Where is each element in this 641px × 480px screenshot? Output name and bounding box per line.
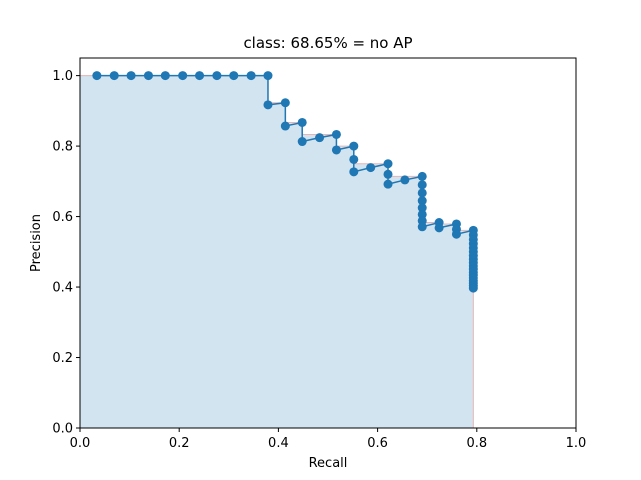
data-point-32 — [417, 209, 427, 219]
x-axis-ticks: 0.0 0.2 0.4 0.6 0.8 1.0 — [70, 428, 587, 451]
data-point-5 — [178, 71, 188, 81]
y-tick-label-5: 1.0 — [52, 69, 73, 84]
data-point-0 — [92, 71, 102, 81]
data-point-12 — [280, 98, 290, 108]
data-point-31 — [417, 203, 427, 213]
plot-border — [79, 57, 577, 429]
data-point-22 — [366, 163, 376, 173]
data-point-6 — [195, 71, 205, 81]
y-tick-label-2: 0.4 — [52, 281, 73, 296]
y-axis-ticks: 0.0 0.2 0.4 0.6 0.8 1.0 — [52, 69, 80, 437]
y-tick-label-1: 0.2 — [52, 351, 73, 366]
data-point-11 — [263, 100, 273, 110]
data-point-18 — [331, 145, 341, 155]
y-axis-label: Precision — [29, 214, 44, 272]
data-point-1 — [109, 71, 119, 81]
x-axis-label: Recall — [309, 456, 348, 471]
data-point-9 — [246, 71, 256, 81]
data-points — [92, 71, 478, 293]
data-point-14 — [297, 117, 307, 127]
data-point-8 — [229, 71, 239, 81]
x-tick-label-5: 1.0 — [566, 436, 587, 451]
y-tick-label-3: 0.6 — [52, 210, 73, 225]
data-point-21 — [349, 167, 359, 177]
y-tick-label-4: 0.8 — [52, 140, 73, 155]
data-point-17 — [331, 129, 341, 139]
data-point-20 — [349, 154, 359, 164]
data-point-29 — [417, 188, 427, 198]
data-point-2 — [126, 71, 136, 81]
data-point-23 — [383, 159, 393, 169]
data-point-57 — [468, 283, 478, 293]
y-tick-label-0: 0.0 — [52, 422, 73, 437]
data-point-16 — [315, 133, 325, 143]
plot-area — [79, 57, 577, 429]
x-tick-label-2: 0.4 — [268, 436, 289, 451]
data-point-34 — [417, 222, 427, 232]
chart-title: class: 68.65% = no AP — [243, 34, 412, 52]
x-tick-label-1: 0.2 — [169, 436, 190, 451]
data-point-27 — [417, 171, 427, 181]
data-point-25 — [383, 179, 393, 189]
data-point-13 — [280, 121, 290, 131]
x-tick-label-4: 0.8 — [466, 436, 487, 451]
data-point-3 — [143, 71, 153, 81]
x-tick-label-3: 0.6 — [367, 436, 388, 451]
data-point-4 — [160, 71, 170, 81]
data-point-26 — [400, 175, 410, 185]
data-point-15 — [297, 137, 307, 147]
data-point-30 — [417, 196, 427, 206]
data-point-39 — [451, 229, 461, 239]
data-point-24 — [383, 169, 393, 179]
x-tick-label-0: 0.0 — [70, 436, 91, 451]
data-point-10 — [263, 71, 273, 81]
data-point-28 — [417, 180, 427, 190]
watermark-text: https://blog.csdn.net/weixin_42784535 — [378, 456, 632, 471]
plot-frame — [80, 58, 576, 428]
data-point-19 — [349, 141, 359, 151]
data-point-36 — [434, 223, 444, 233]
data-point-7 — [212, 71, 222, 81]
